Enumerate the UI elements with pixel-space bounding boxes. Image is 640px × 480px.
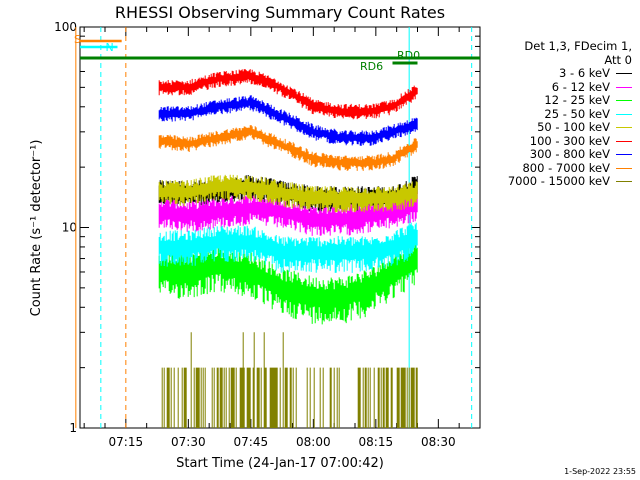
footer-timestamp: 1-Sep-2022 23:55 (564, 467, 636, 476)
x-tick-label: 08:00 (296, 435, 331, 449)
series-path (158, 174, 418, 213)
x-tick-label: 07:30 (171, 435, 206, 449)
legend-entry: 6 - 12 keV (470, 79, 632, 95)
series-path (158, 69, 418, 120)
x-tick-label: 07:15 (109, 435, 144, 449)
legend-swatch (616, 181, 632, 182)
legend-entry-label: 6 - 12 keV (551, 79, 610, 94)
x-tick-label: 08:15 (359, 435, 394, 449)
legend-entry: 800 - 7000 keV (470, 160, 632, 176)
legend-entry-label: 300 - 800 keV (529, 147, 610, 161)
legend-entry-label: 100 - 300 keV (529, 133, 610, 148)
series-path (158, 240, 418, 325)
legend-entry: 12 - 25 keV (470, 93, 632, 108)
legend-entry-label: 800 - 7000 keV (522, 160, 610, 175)
legend-swatch (616, 127, 632, 128)
legend-entry-label: 50 - 100 keV (537, 120, 610, 134)
legend-header-line-2: Att 0 (604, 52, 632, 67)
legend-header-line-1: Det 1,3, FDecim 1, (524, 39, 632, 53)
legend-entry-label: 3 - 6 keV (559, 66, 610, 80)
y-axis-label: Count Rate (s⁻¹ detector⁻¹) (29, 140, 44, 317)
legend-entry: 300 - 800 keV (470, 147, 632, 162)
chart-title: RHESSI Observing Summary Count Rates (115, 3, 445, 22)
legend-swatch (616, 140, 632, 142)
series-path (158, 222, 418, 273)
annotation-label: N (106, 41, 114, 54)
legend: Det 1,3, FDecim 1, Att 0 3 - 6 keV 6 - 12… (470, 39, 632, 189)
legend-swatch (616, 86, 632, 88)
x-axis-label: Start Time (24-Jan-17 07:00:42) (176, 456, 384, 471)
series-path (158, 95, 418, 146)
legend-swatch (616, 100, 632, 101)
legend-entry: 25 - 50 keV (470, 106, 632, 122)
series-path (158, 191, 418, 236)
y-tick-label: 10 (62, 221, 77, 235)
legend-entry: 3 - 6 keV (470, 66, 632, 81)
legend-entry-label: 25 - 50 keV (544, 106, 610, 121)
legend-swatch (616, 154, 632, 155)
annotation-label: S (74, 33, 81, 46)
series-path (158, 125, 418, 171)
plot-area: 1 10 100 07:15 07:30 07:45 08:00 08:15 08:30 S N RD… (54, 20, 481, 449)
annotation-label: RD0 (397, 49, 420, 62)
legend-swatch (616, 113, 632, 115)
legend-swatch (616, 73, 632, 74)
annotation-label: RD6 (360, 60, 383, 73)
y-tick-label: 100 (54, 20, 77, 34)
legend-entry-label: 7000 - 15000 keV (507, 174, 610, 188)
legend-entry: 7000 - 15000 keV (470, 174, 632, 189)
legend-entry: 50 - 100 keV (470, 120, 632, 135)
series-path (161, 332, 418, 428)
x-tick-label: 08:30 (421, 435, 456, 449)
x-tick-label: 07:45 (234, 435, 269, 449)
legend-swatch (616, 167, 632, 169)
legend-entry-label: 12 - 25 keV (544, 93, 610, 107)
y-tick-label: 1 (69, 421, 77, 435)
legend-entry: 100 - 300 keV (470, 133, 632, 149)
